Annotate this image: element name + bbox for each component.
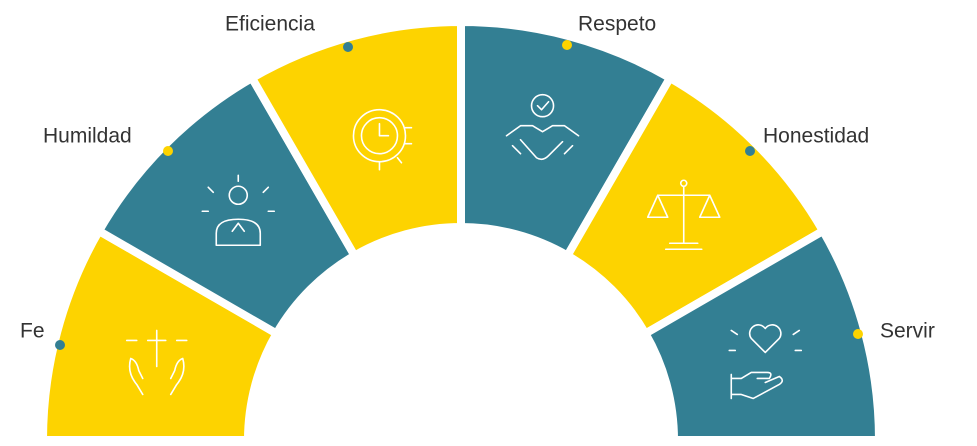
label-dot bbox=[343, 42, 353, 52]
segment-label: Humildad bbox=[43, 125, 132, 148]
label-dot bbox=[745, 146, 755, 156]
segment-label: Servir bbox=[880, 320, 935, 343]
icon bbox=[728, 324, 803, 400]
icon bbox=[505, 94, 580, 161]
segment-label: Fe bbox=[20, 320, 45, 343]
label-dot bbox=[562, 40, 572, 50]
label-dot bbox=[163, 146, 173, 156]
segment bbox=[639, 225, 884, 444]
icon bbox=[646, 179, 721, 251]
icon bbox=[201, 174, 276, 247]
segment-label: Honestidad bbox=[763, 125, 869, 148]
icon bbox=[125, 329, 188, 396]
label-dot bbox=[55, 340, 65, 350]
icon bbox=[352, 108, 413, 171]
segment-label: Respeto bbox=[578, 13, 656, 36]
segment-label: Eficiencia bbox=[225, 13, 315, 36]
label-dot bbox=[853, 329, 863, 339]
